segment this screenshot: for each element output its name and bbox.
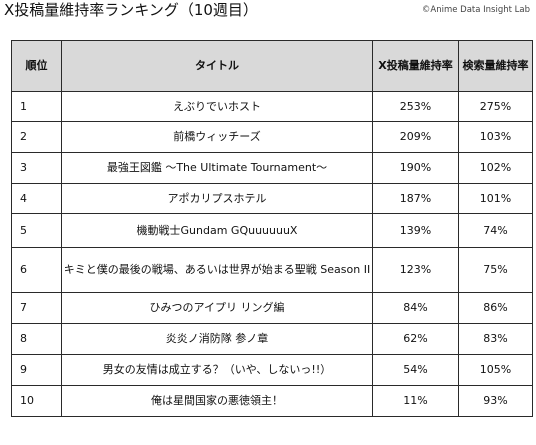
rank-cell: 6: [11, 247, 62, 293]
search-rate-cell: 103%: [458, 121, 533, 153]
title-cell: 機動戦士Gundam GQuuuuuuX: [61, 213, 373, 248]
table-row: 4 アポカリプスホテル 187% 101%: [11, 183, 533, 214]
title-cell: キミと僕の最後の戦場、あるいは世界が始まる聖戦 Season II: [61, 247, 373, 293]
x-rate-cell: 123%: [372, 247, 459, 293]
x-rate-cell: 139%: [372, 213, 459, 248]
table-row: 3 最強王図鑑 〜The Ultimate Tournament〜 190% 1…: [11, 152, 533, 184]
title-cell: 炎炎ノ消防隊 参ノ章: [61, 323, 373, 355]
x-rate-cell: 54%: [372, 354, 459, 386]
x-rate-cell: 84%: [372, 292, 459, 324]
rank-cell: 7: [11, 292, 62, 324]
x-rate-cell: 62%: [372, 323, 459, 355]
table-row: 1 えぶりでいホスト 253% 275%: [11, 91, 533, 122]
table-row: 2 前橋ウィッチーズ 209% 103%: [11, 121, 533, 153]
rank-cell: 4: [11, 183, 62, 214]
table-row: 8 炎炎ノ消防隊 参ノ章 62% 83%: [11, 323, 533, 355]
table-row: 7 ひみつのアイプリ リング編 84% 86%: [11, 292, 533, 324]
x-rate-cell: 253%: [372, 91, 459, 122]
search-rate-cell: 101%: [458, 183, 533, 214]
table-row: 9 男女の友情は成立する？（いや、しないっ!!） 54% 105%: [11, 354, 533, 386]
ranking-table: 順位 タイトル X投稿量維持率 検索量維持率 1 えぶりでいホスト 253% 2…: [11, 40, 533, 417]
column-header-title: タイトル: [61, 40, 373, 92]
search-rate-cell: 105%: [458, 354, 533, 386]
title-cell: えぶりでいホスト: [61, 91, 373, 122]
search-rate-cell: 275%: [458, 91, 533, 122]
rank-cell: 9: [11, 354, 62, 386]
page-title: X投稿量維持率ランキング（10週目）: [4, 1, 258, 19]
search-rate-cell: 74%: [458, 213, 533, 248]
rank-cell: 1: [11, 91, 62, 122]
title-cell: 最強王図鑑 〜The Ultimate Tournament〜: [61, 152, 373, 184]
search-rate-cell: 93%: [458, 385, 533, 417]
x-rate-cell: 209%: [372, 121, 459, 153]
x-rate-cell: 187%: [372, 183, 459, 214]
table-row: 6 キミと僕の最後の戦場、あるいは世界が始まる聖戦 Season II 123%…: [11, 247, 533, 293]
title-cell: 前橋ウィッチーズ: [61, 121, 373, 153]
table-row: 5 機動戦士Gundam GQuuuuuuX 139% 74%: [11, 213, 533, 248]
column-header-x-rate: X投稿量維持率: [372, 40, 459, 92]
column-header-search-rate: 検索量維持率: [458, 40, 533, 92]
rank-cell: 8: [11, 323, 62, 355]
title-cell: アポカリプスホテル: [61, 183, 373, 214]
title-cell: 男女の友情は成立する？（いや、しないっ!!）: [61, 354, 373, 386]
rank-cell: 5: [11, 213, 62, 248]
title-cell: 俺は星間国家の悪徳領主！: [61, 385, 373, 417]
title-cell: ひみつのアイプリ リング編: [61, 292, 373, 324]
rank-cell: 2: [11, 121, 62, 153]
search-rate-cell: 86%: [458, 292, 533, 324]
table-header-row: 順位 タイトル X投稿量維持率 検索量維持率: [11, 40, 533, 92]
search-rate-cell: 102%: [458, 152, 533, 184]
column-header-rank: 順位: [11, 40, 62, 92]
rank-cell: 3: [11, 152, 62, 184]
credit-text: ©Anime Data Insight Lab: [421, 5, 530, 15]
table-row: 10 俺は星間国家の悪徳領主！ 11% 93%: [11, 385, 533, 417]
x-rate-cell: 190%: [372, 152, 459, 184]
search-rate-cell: 75%: [458, 247, 533, 293]
rank-cell: 10: [11, 385, 62, 417]
search-rate-cell: 83%: [458, 323, 533, 355]
x-rate-cell: 11%: [372, 385, 459, 417]
